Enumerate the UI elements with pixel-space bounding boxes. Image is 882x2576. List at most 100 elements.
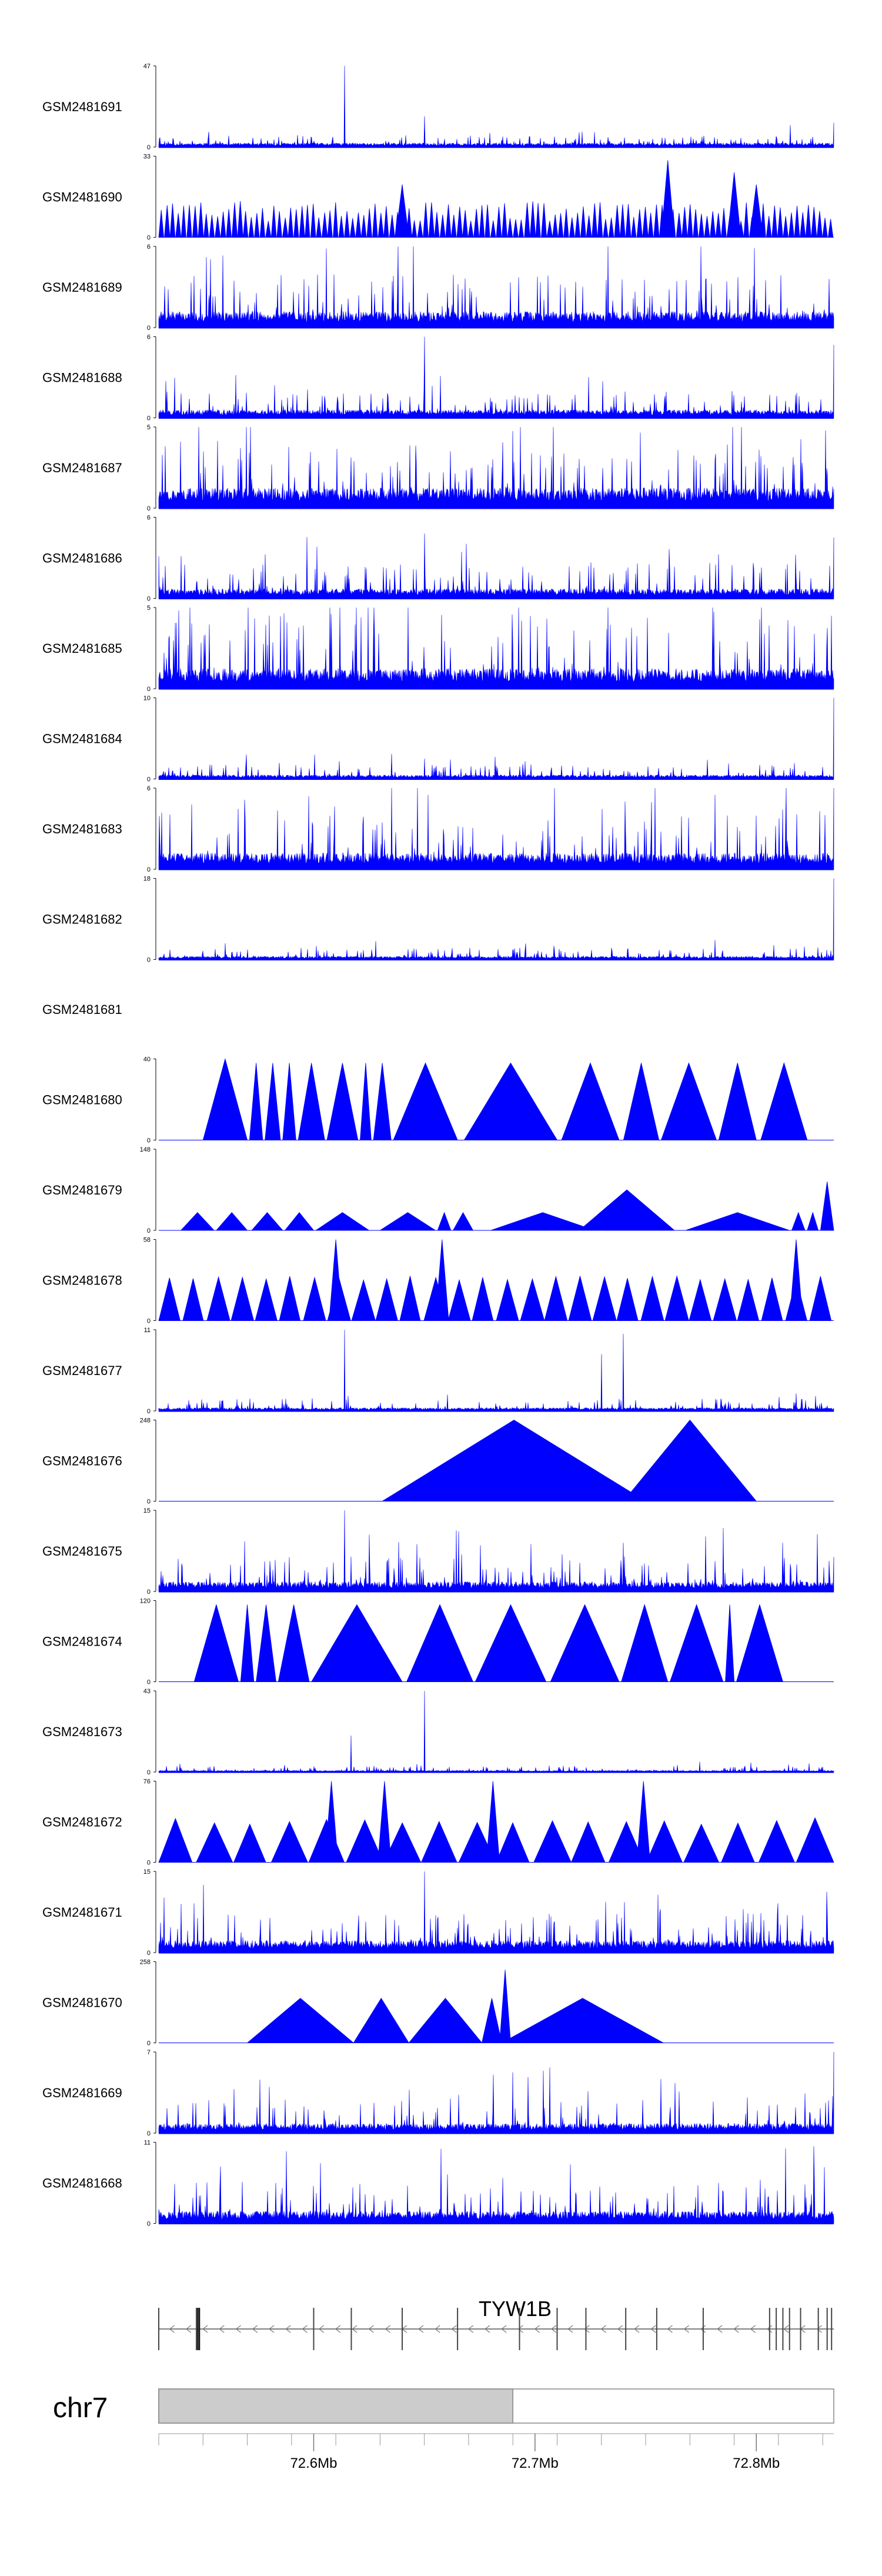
y-zero-label: 0 [147, 2130, 151, 2137]
coverage-peak [256, 1604, 276, 1682]
track-label: GSM2481668 [42, 2176, 122, 2191]
coverage-peak [513, 219, 519, 238]
track-GSM2481673: GSM2481673 43 0 [42, 1688, 834, 1776]
exon [585, 2308, 587, 2350]
y-zero-label: 0 [147, 1408, 151, 1415]
track-GSM2481686: GSM2481686 6 0 [42, 515, 834, 603]
exon [831, 2308, 833, 2350]
y-max-label: 11 [144, 1327, 151, 1334]
track-GSM2481676: GSM2481676 248 0 [42, 1417, 834, 1506]
genome-axis: 72.6Mb 72.7Mb 72.8Mb [158, 2433, 834, 2471]
track-GSM2481682: GSM2481682 18 0 [42, 876, 834, 964]
coverage-peak [182, 1278, 204, 1321]
y-zero-label: 0 [147, 1227, 151, 1234]
y-max-label: 258 [140, 1959, 151, 1966]
coverage-peak [789, 1239, 803, 1321]
coverage-area [158, 698, 834, 779]
strand-arrow [335, 2325, 341, 2333]
coverage-peak [351, 1279, 376, 1321]
coverage-peak [158, 1817, 193, 1863]
y-zero-label: 0 [147, 2040, 151, 2047]
coverage-peak [467, 221, 474, 238]
coverage-peak [502, 203, 507, 238]
coverage-peak [623, 1063, 660, 1140]
coverage-peak [496, 206, 502, 238]
coverage-peak [646, 1820, 683, 1863]
coverage-peak [434, 212, 440, 238]
coverage-peak [377, 1781, 392, 1863]
coverage-peak [608, 218, 614, 238]
track-GSM2481688: GSM2481688 6 0 [42, 334, 834, 422]
coverage-peak [428, 202, 435, 238]
coverage-peak [456, 206, 463, 238]
coverage-peak [669, 1604, 724, 1682]
track-label: GSM2481688 [42, 371, 122, 385]
coverage-peak [327, 210, 333, 238]
coverage-peak [355, 212, 362, 238]
y-max-label: 120 [140, 1598, 151, 1605]
exon [625, 2308, 627, 2350]
coverage-peak [771, 205, 778, 238]
strand-arrow [634, 2325, 640, 2333]
coverage-peak [499, 1970, 511, 2043]
y-zero-label: 0 [147, 1137, 151, 1144]
y-zero-label: 0 [147, 1499, 151, 1506]
strand-arrow [667, 2325, 673, 2333]
track-GSM2481677: GSM2481677 11 0 [42, 1327, 834, 1415]
coverage-peak [209, 215, 215, 238]
coverage-peak [647, 212, 654, 238]
coverage-peak [233, 1823, 266, 1863]
track-label: GSM2481685 [42, 641, 122, 656]
coverage-peak [192, 206, 198, 238]
coverage-peak [822, 218, 828, 238]
coverage-peak [175, 213, 182, 238]
coverage-peak [544, 1275, 568, 1321]
coverage-peak [592, 1276, 617, 1321]
coverage-peak [333, 202, 339, 238]
strand-arrow [368, 2325, 374, 2333]
coverage-peak [693, 209, 699, 238]
strand-arrow [783, 2325, 789, 2333]
coverage-peak [360, 215, 367, 238]
coverage-peak [249, 1063, 263, 1140]
coverage-peak [642, 206, 649, 238]
coverage-peak [796, 1817, 834, 1863]
coverage-peak [507, 218, 513, 238]
coverage-peak [496, 1822, 530, 1863]
coverage-peak [417, 221, 423, 238]
coverage-peak [586, 215, 592, 238]
exon [800, 2308, 801, 2350]
coverage-area [158, 1510, 834, 1592]
coverage-peak [259, 208, 266, 238]
coverage-peak [158, 209, 164, 238]
track-label: GSM2481686 [42, 551, 122, 566]
coverage-peak [475, 1604, 547, 1682]
exon [769, 2308, 770, 2350]
y-zero-label: 0 [147, 2221, 151, 2228]
coverage-peak [265, 221, 272, 238]
strand-arrow [169, 2325, 175, 2333]
coverage-peak [344, 211, 350, 238]
coverage-peak [715, 213, 721, 238]
strand-arrow [285, 2325, 291, 2333]
coverage-peak [683, 1823, 720, 1863]
coverage-area [158, 1690, 834, 1773]
y-zero-label: 0 [147, 415, 151, 422]
coverage-peak [725, 1604, 735, 1682]
coverage-peak [420, 1820, 457, 1863]
gene-model [158, 2308, 834, 2350]
track-GSM2481674: GSM2481674 120 0 [42, 1598, 834, 1686]
coverage-peak [437, 1212, 452, 1231]
track-label: GSM2481679 [42, 1183, 122, 1197]
strand-arrow [252, 2325, 258, 2333]
coverage-area [158, 533, 834, 599]
coverage-peak [329, 1239, 343, 1321]
coverage-peak [282, 218, 289, 238]
track-GSM2481672: GSM2481672 76 0 [42, 1778, 834, 1867]
coverage-peak [636, 1781, 651, 1863]
track-GSM2481680: GSM2481680 40 0 [42, 1056, 834, 1144]
exon [776, 2308, 777, 2350]
strand-arrow [717, 2325, 723, 2333]
strand-arrow [700, 2325, 706, 2333]
